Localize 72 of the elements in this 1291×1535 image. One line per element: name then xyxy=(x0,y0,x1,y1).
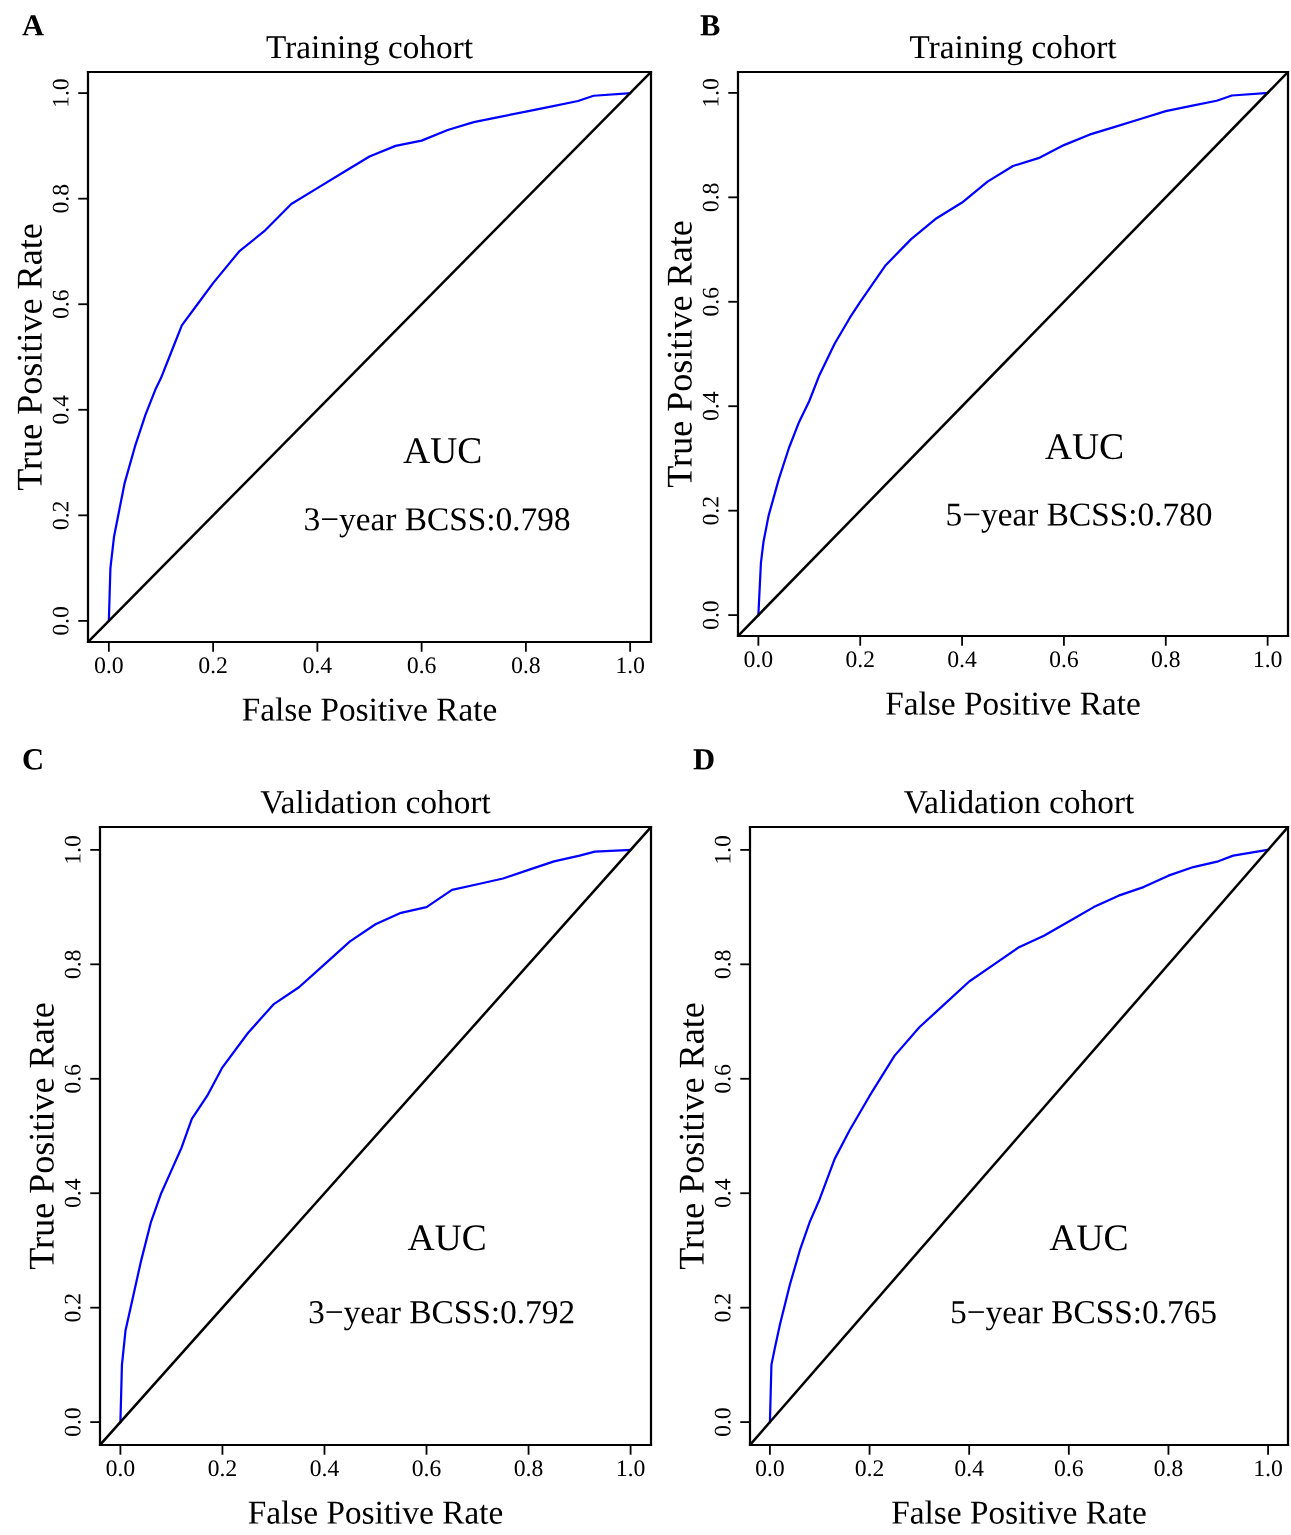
text: D xyxy=(693,749,714,770)
x-tick-label: 0.2 xyxy=(846,651,874,668)
chart-title: Validation cohort xyxy=(260,789,491,814)
y-tick-label: 0.8 xyxy=(702,183,719,212)
annotation: AUC xyxy=(1049,1225,1127,1251)
x-axis-title: False Positive Rate xyxy=(242,697,497,721)
y-tick-label: 0.2 xyxy=(714,1294,731,1322)
y-tick-label: 1.0 xyxy=(52,79,69,106)
text: C xyxy=(23,749,42,770)
x-tick-label: 0.4 xyxy=(955,1460,984,1477)
y-tick-label: 0.2 xyxy=(702,497,719,525)
annotation: 5−year BCSS:0.765 xyxy=(952,1300,1216,1331)
x-tick-label: 0.2 xyxy=(208,1460,236,1477)
x-tick-label: 0.2 xyxy=(855,1460,884,1477)
x-axis-title: False Positive Rate xyxy=(892,1500,1146,1524)
y-axis-title: True Positive Rate xyxy=(667,221,692,488)
annotation: AUC xyxy=(407,1225,485,1251)
x-tick-label: 1.0 xyxy=(1254,651,1282,668)
x-tick-label: 1.0 xyxy=(1255,1460,1282,1477)
x-tick-label: 0.4 xyxy=(310,1460,339,1477)
annotation: 3−year BCSS:0.798 xyxy=(305,508,570,538)
x-tick-label: 0.0 xyxy=(744,651,773,668)
x-tick-label: 0.4 xyxy=(303,657,332,674)
y-tick-label: 0.4 xyxy=(52,395,69,424)
y-tick-label: 0.8 xyxy=(64,950,81,979)
x-tick-label: 0.0 xyxy=(756,1460,784,1477)
x-tick-label: 0.6 xyxy=(407,657,436,674)
y-tick-label: 0.8 xyxy=(52,184,69,213)
y-tick-label: 0.8 xyxy=(714,950,731,979)
y-axis-title: True Positive Rate xyxy=(17,224,42,491)
x-tick-label: 0.6 xyxy=(412,1460,441,1477)
y-tick-label: 1.0 xyxy=(714,836,731,863)
y-tick-label: 0.6 xyxy=(52,290,69,319)
chart-title: Validation cohort xyxy=(904,789,1135,814)
x-axis-title: False Positive Rate xyxy=(886,691,1140,715)
chart-title: Training cohort xyxy=(910,34,1117,66)
y-tick-label: 0.4 xyxy=(64,1178,81,1208)
chart-title: Training cohort xyxy=(266,34,473,66)
x-tick-label: 0.6 xyxy=(1054,1460,1083,1477)
x-tick-label: 0.0 xyxy=(95,657,123,674)
x-tick-label: 0.2 xyxy=(199,657,227,674)
y-tick-label: 0.0 xyxy=(52,607,69,635)
y-tick-label: 0.6 xyxy=(702,287,719,316)
annotation: AUC xyxy=(1045,434,1123,460)
annotation: 3−year BCSS:0.792 xyxy=(309,1300,574,1331)
x-tick-label: 1.0 xyxy=(617,1460,645,1477)
x-tick-label: 0.8 xyxy=(514,1460,543,1477)
y-tick-label: 0.6 xyxy=(714,1064,731,1093)
x-tick-label: 1.0 xyxy=(617,657,644,674)
y-tick-label: 0.0 xyxy=(714,1408,731,1436)
y-tick-label: 1.0 xyxy=(64,836,81,863)
y-axis-title: True Positive Rate xyxy=(679,1003,704,1270)
x-tick-label: 0.6 xyxy=(1050,651,1078,668)
x-axis-title: False Positive Rate xyxy=(248,1500,503,1524)
annotation: 5−year BCSS:0.780 xyxy=(947,503,1212,533)
y-tick-label: 0.4 xyxy=(714,1178,731,1208)
y-tick-label: 0.2 xyxy=(52,501,69,530)
y-tick-label: 0.2 xyxy=(64,1294,81,1322)
x-tick-label: 0.8 xyxy=(1154,1460,1183,1477)
x-tick-label: 0.4 xyxy=(948,651,977,668)
y-tick-label: 0.0 xyxy=(702,601,719,629)
x-tick-label: 0.8 xyxy=(1151,651,1180,668)
x-tick-label: 0.0 xyxy=(106,1460,135,1477)
y-tick-label: 0.4 xyxy=(702,391,719,421)
annotation: AUC xyxy=(403,438,481,464)
text: B xyxy=(700,15,720,36)
y-axis-title: True Positive Rate xyxy=(29,1003,54,1270)
x-tick-label: 0.8 xyxy=(512,657,540,674)
text: A xyxy=(22,15,44,36)
y-tick-label: 1.0 xyxy=(702,79,719,106)
y-tick-label: 0.6 xyxy=(64,1064,81,1093)
y-tick-label: 0.0 xyxy=(64,1408,81,1436)
